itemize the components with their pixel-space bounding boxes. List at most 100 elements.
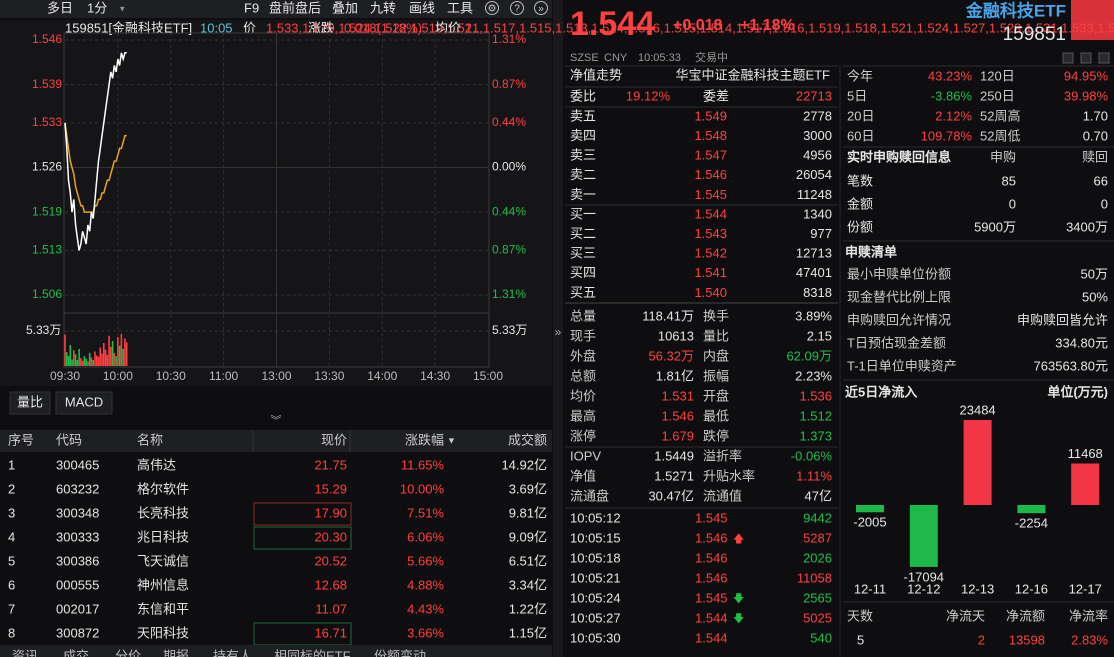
expand-icon[interactable]: » bbox=[555, 325, 562, 339]
table-cell[interactable]: 东信和平 bbox=[137, 601, 189, 616]
column-header[interactable]: 现价 bbox=[321, 432, 347, 447]
x-tick-label: 14:30 bbox=[420, 369, 450, 383]
table-cell[interactable]: 000555 bbox=[56, 577, 99, 592]
label: 47401 bbox=[796, 265, 832, 280]
toolbar-button[interactable]: 多日 bbox=[47, 0, 73, 15]
table-cell[interactable]: 天阳科技 bbox=[137, 625, 189, 640]
y-tick-label: 1.546 bbox=[32, 32, 62, 46]
label: 5287 bbox=[803, 530, 832, 545]
label: 跌停 bbox=[703, 428, 729, 443]
column-header[interactable]: 序号 bbox=[8, 432, 34, 447]
label: 卖四 bbox=[570, 128, 596, 143]
label: 109.78% bbox=[921, 128, 973, 143]
label: 1.544 bbox=[694, 206, 727, 221]
table-cell[interactable]: 4 bbox=[8, 529, 15, 544]
table-cell[interactable]: 兆日科技 bbox=[137, 529, 189, 544]
label: 10:05:21 bbox=[570, 570, 621, 585]
toolbar-icon[interactable]: » bbox=[538, 4, 544, 15]
table-cell[interactable]: 格尔软件 bbox=[137, 481, 189, 496]
label: 1.548 bbox=[694, 128, 727, 143]
table-cell[interactable]: 300872 bbox=[56, 625, 99, 640]
label: 1.541 bbox=[694, 265, 727, 280]
toolbar-button[interactable]: 工具 bbox=[447, 0, 473, 15]
table-cell[interactable]: 7 bbox=[8, 601, 15, 616]
column-header[interactable]: 涨跌幅 bbox=[405, 432, 444, 447]
label: 2.12% bbox=[935, 108, 972, 123]
column-header[interactable]: 成交额 bbox=[508, 432, 547, 447]
action-icon[interactable] bbox=[1098, 52, 1110, 64]
toolbar-icon[interactable]: ⚙ bbox=[488, 4, 497, 15]
toolbar-button[interactable]: 九转 bbox=[370, 0, 396, 15]
column-header[interactable]: 名称 bbox=[137, 432, 163, 447]
pct-tick-label: 0.87% bbox=[492, 243, 526, 257]
label: 3000 bbox=[803, 128, 832, 143]
label: 4956 bbox=[803, 148, 832, 163]
bar bbox=[909, 505, 938, 567]
table-cell[interactable]: 5 bbox=[8, 553, 15, 568]
table-cell[interactable]: 8 bbox=[8, 625, 15, 640]
label: 1.373 bbox=[799, 428, 832, 443]
label: 总额 bbox=[570, 368, 596, 383]
toolbar-icon[interactable] bbox=[485, 1, 499, 15]
table-cell[interactable]: 603232 bbox=[56, 481, 99, 496]
tab[interactable] bbox=[9, 391, 51, 415]
label: 溢折率 bbox=[703, 448, 742, 463]
label: 30.47亿 bbox=[648, 488, 694, 503]
toolbar-button[interactable]: 叠加 bbox=[332, 0, 358, 15]
tab[interactable] bbox=[55, 391, 113, 415]
table-cell[interactable]: 神州信息 bbox=[137, 577, 189, 592]
label: 43.23% bbox=[928, 68, 973, 83]
bottom-tab[interactable]: 持有人 bbox=[213, 648, 252, 657]
volume-bar bbox=[74, 354, 77, 366]
bottom-tab[interactable]: 分价 bbox=[115, 648, 141, 657]
dropdown-icon[interactable]: ▾ bbox=[120, 3, 125, 13]
value-label: -2005 bbox=[853, 515, 886, 530]
toolbar-button[interactable]: 盘前盘后 bbox=[269, 0, 321, 15]
action-icon[interactable] bbox=[1062, 52, 1074, 64]
bottom-tab[interactable]: 份额变动 bbox=[374, 648, 426, 657]
label: 份额 bbox=[847, 219, 873, 234]
table-cell[interactable]: 2 bbox=[8, 481, 15, 496]
action-icon[interactable] bbox=[1080, 52, 1092, 64]
bottom-tab[interactable]: 期报 bbox=[163, 648, 189, 657]
tab-label[interactable]: 量比 bbox=[17, 394, 43, 409]
table-cell[interactable]: 300333 bbox=[56, 529, 99, 544]
table-cell[interactable]: 3 bbox=[8, 505, 15, 520]
label: 1.512 bbox=[799, 408, 832, 423]
toolbar-icon[interactable] bbox=[510, 1, 524, 15]
y-tick-label: 1.506 bbox=[32, 287, 62, 301]
column-header[interactable]: 代码 bbox=[56, 432, 82, 447]
volume-bar bbox=[104, 349, 107, 366]
toolbar-icon[interactable]: ? bbox=[514, 4, 520, 15]
pct-tick-label: 0.44% bbox=[492, 204, 526, 218]
label: 交易中 bbox=[695, 50, 728, 64]
volume-bar bbox=[97, 356, 100, 366]
toolbar-button[interactable]: F9 bbox=[244, 0, 259, 15]
bottom-tab[interactable]: 相同标的ETF bbox=[274, 648, 351, 657]
volume-bar bbox=[87, 361, 89, 366]
label: 60日 bbox=[847, 128, 874, 143]
bottom-tab[interactable]: 资讯 bbox=[12, 648, 38, 657]
table-cell[interactable]: 6 bbox=[8, 577, 15, 592]
toolbar-icon[interactable] bbox=[534, 1, 548, 15]
volume-bar bbox=[69, 344, 72, 366]
table-cell[interactable]: 300465 bbox=[56, 457, 99, 472]
toolbar-button[interactable]: 1分 bbox=[87, 0, 107, 15]
bottom-tab[interactable]: 成交 bbox=[63, 648, 89, 657]
table-cell[interactable]: 飞天诚信 bbox=[137, 553, 189, 568]
table-cell[interactable]: 长亮科技 bbox=[137, 505, 189, 520]
table-cell[interactable]: 300348 bbox=[56, 505, 99, 520]
volume-bar bbox=[94, 351, 96, 366]
tab-label[interactable]: MACD bbox=[65, 394, 103, 409]
label: 1.545 bbox=[695, 590, 728, 605]
table-cell[interactable]: 高伟达 bbox=[137, 457, 176, 472]
flash-box bbox=[253, 526, 352, 550]
table-cell[interactable]: 002017 bbox=[56, 601, 99, 616]
value-label: -2254 bbox=[1015, 516, 1048, 531]
table-cell[interactable]: 1 bbox=[8, 457, 15, 472]
toolbar-button[interactable]: 画线 bbox=[409, 0, 435, 15]
table-cell[interactable]: 300386 bbox=[56, 553, 99, 568]
x-tick-label: 13:30 bbox=[314, 369, 344, 383]
avg-price-line bbox=[64, 122, 127, 213]
collapse-icon[interactable]: ︾ bbox=[271, 414, 282, 427]
